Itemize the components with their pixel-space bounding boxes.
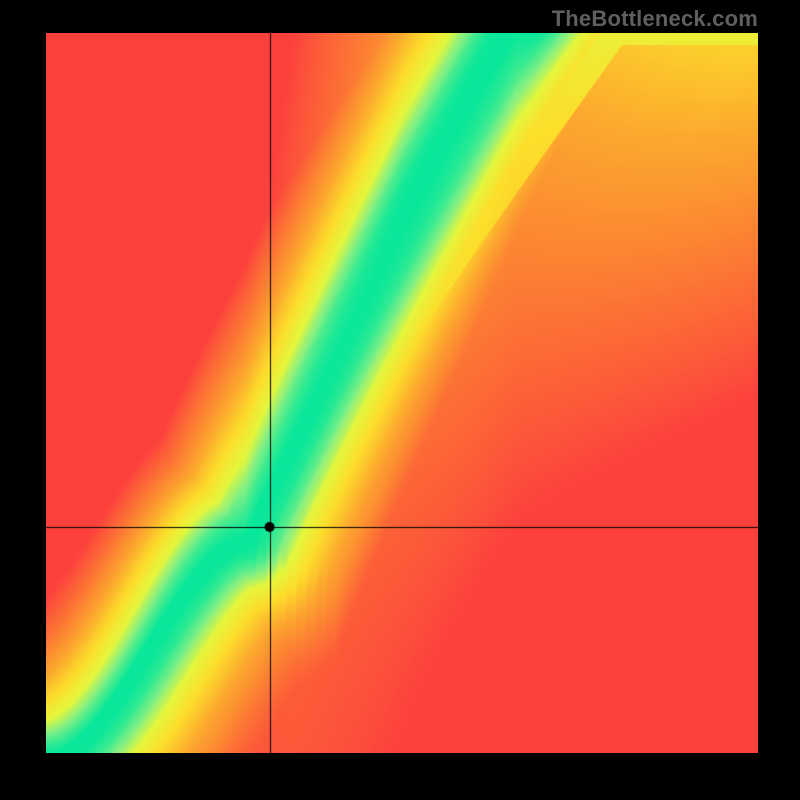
heatmap-canvas bbox=[46, 33, 758, 753]
chart-container: TheBottleneck.com bbox=[0, 0, 800, 800]
watermark-text: TheBottleneck.com bbox=[552, 6, 758, 32]
